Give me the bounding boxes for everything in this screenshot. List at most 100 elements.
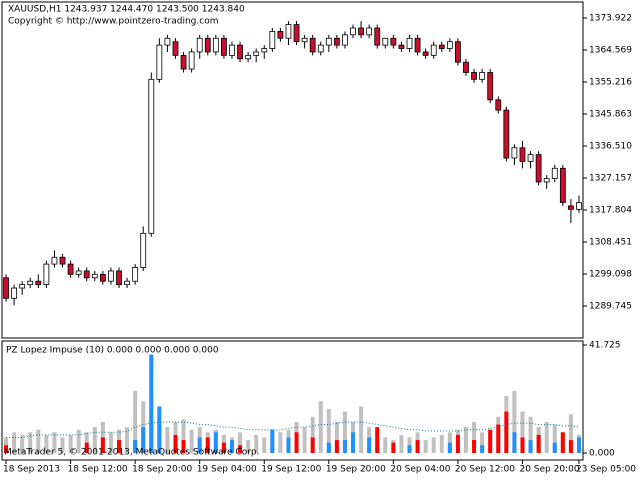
candle-body [188, 51, 195, 70]
histogram-bar [512, 432, 517, 454]
chart-title: XAUUSD,H1 1243.937 1244.470 1243.500 124… [8, 5, 245, 15]
histogram-bar [399, 434, 404, 454]
histogram-bar [520, 437, 525, 454]
histogram-bar [552, 442, 557, 454]
candle-body [438, 44, 445, 49]
histogram-bar [496, 424, 501, 454]
candle-body [342, 34, 348, 46]
candle-body [124, 280, 130, 286]
histogram-bar [568, 414, 573, 454]
histogram-bar [125, 427, 130, 454]
candle-body [204, 37, 211, 53]
histogram-bar [44, 434, 49, 454]
histogram-bar [4, 445, 9, 454]
histogram-bar [302, 427, 307, 454]
candle-body [567, 205, 574, 210]
candle-body [317, 44, 324, 53]
candle-body [559, 167, 566, 203]
histogram-bar [359, 406, 364, 454]
candle-body [511, 147, 518, 159]
candle-body [180, 54, 187, 70]
candle-body [551, 167, 558, 179]
candle-body [132, 267, 139, 282]
histogram-bar [310, 437, 315, 454]
candle-body [108, 270, 114, 282]
histogram-bar [189, 429, 194, 454]
y-tick-label: 1345.863 [589, 110, 632, 120]
histogram-bar [326, 442, 331, 454]
histogram-bar [455, 434, 460, 454]
candle-body [253, 51, 260, 56]
histogram-bar [238, 432, 243, 454]
candle-body [390, 37, 397, 46]
candle-body [463, 61, 469, 73]
histogram-bar [254, 434, 259, 454]
histogram-bar [568, 440, 573, 454]
candle-body [422, 51, 429, 56]
candle-body [350, 27, 356, 36]
histogram-bar [213, 432, 218, 454]
histogram-bar [480, 445, 485, 454]
candle-body [398, 44, 405, 49]
x-tick-label: 23 Sep 05:00 [576, 465, 636, 475]
histogram-bar [84, 442, 89, 454]
y-tick-label: 1308.451 [589, 238, 632, 248]
x-tick-label: 18 Sep 2013 [3, 465, 60, 475]
y-tick-label: 41.725 [589, 340, 621, 350]
histogram-bar [560, 432, 565, 454]
x-tick-label: 19 Sep 20:00 [326, 465, 386, 475]
histogram-bar [229, 440, 234, 454]
candle-body [11, 287, 18, 299]
histogram-bar [157, 406, 162, 454]
histogram-bar [415, 440, 420, 454]
histogram-bar [528, 440, 533, 454]
candle-body [519, 147, 526, 162]
y-tick-label: 1336.510 [589, 142, 632, 152]
candle-body [148, 78, 155, 234]
candle-body [576, 202, 582, 210]
histogram-bar [576, 437, 581, 454]
candle-body [156, 44, 163, 80]
x-tick-label: 18 Sep 20:00 [132, 465, 192, 475]
histogram-bar [407, 445, 412, 454]
candle-body [293, 24, 300, 43]
histogram-bar [520, 411, 525, 454]
histogram-bar [391, 442, 396, 454]
candle-body [140, 232, 147, 268]
histogram-bar [439, 434, 444, 454]
x-tick-label: 20 Sep 20:00 [519, 465, 579, 475]
footer: MetaTrader 5, © 2001-2013, MetaQuotes So… [4, 448, 260, 458]
histogram-bar [528, 416, 533, 454]
histogram-bar [205, 437, 210, 454]
histogram-bar [133, 390, 138, 454]
candle-body [67, 263, 74, 275]
histogram-bar [334, 421, 339, 454]
histogram-bar [60, 437, 65, 454]
candle-body [333, 37, 340, 46]
histogram-bar [173, 434, 178, 454]
histogram-bar [488, 429, 493, 454]
histogram-bar [342, 411, 347, 454]
candle-body [374, 27, 381, 46]
indicator-title: PZ Lopez Impuse (10) 0.000 0.000 0.000 0… [6, 346, 219, 356]
x-tick-label: 20 Sep 04:00 [390, 465, 450, 475]
candle-body [99, 273, 106, 282]
candle-body [358, 27, 364, 36]
x-tick-label: 19 Sep 12:00 [261, 465, 321, 475]
candle-body [164, 37, 171, 46]
histogram-bar [472, 440, 477, 454]
candle-body [237, 44, 243, 60]
candle-body [83, 270, 90, 279]
y-tick-label: 1289.745 [589, 302, 632, 312]
candle-body [535, 154, 542, 183]
histogram-bar [68, 434, 73, 454]
candle-body [221, 37, 227, 56]
histogram-bar [141, 427, 146, 454]
histogram-bar [480, 432, 485, 454]
histogram-bar [431, 437, 436, 454]
candle-body [212, 37, 219, 53]
candle-body [487, 72, 494, 101]
histogram-bar [270, 429, 275, 454]
histogram-bar [367, 437, 372, 454]
histogram-bar [181, 419, 186, 454]
